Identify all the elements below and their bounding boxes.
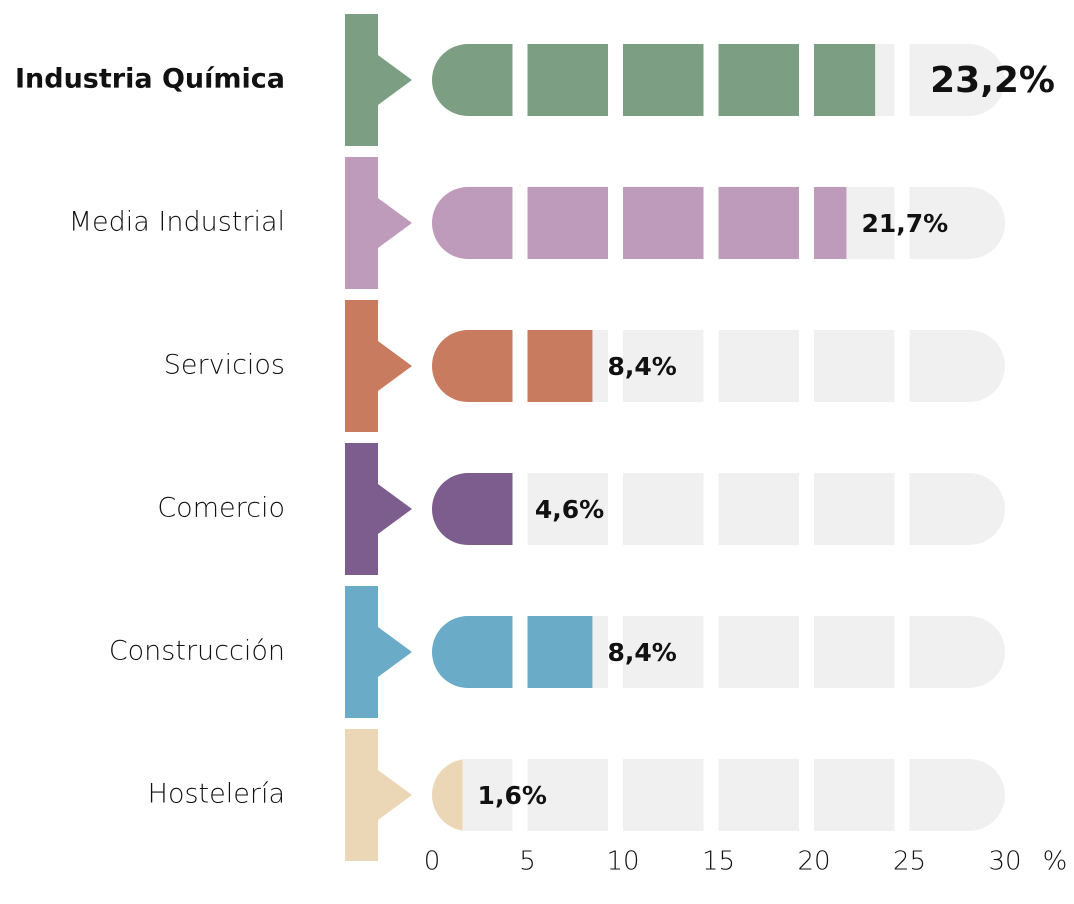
- track-segment: [623, 473, 704, 545]
- bar: [432, 473, 520, 545]
- x-tick-label: 0: [424, 847, 441, 877]
- track-segment: [718, 759, 799, 831]
- x-axis-label: %: [1043, 847, 1068, 877]
- track-segment: [527, 473, 608, 545]
- track-segment: [909, 44, 1005, 116]
- track-segment: [814, 759, 895, 831]
- bar: [432, 616, 593, 688]
- x-tick-label: 10: [606, 847, 639, 877]
- bar: [432, 759, 463, 831]
- value-label: 23,2%: [930, 60, 1055, 101]
- x-tick-label: 25: [893, 847, 926, 877]
- x-tick-label: 15: [702, 847, 735, 877]
- track-segment: [623, 616, 704, 688]
- track-segment: [718, 330, 799, 402]
- row-marker: [345, 729, 412, 861]
- bar: [432, 187, 847, 259]
- track-segment: [909, 616, 1005, 688]
- track-segment: [718, 616, 799, 688]
- row-marker: [345, 300, 412, 432]
- value-label: 8,4%: [607, 638, 676, 667]
- track-segment: [909, 759, 1005, 831]
- track-segment: [909, 187, 1005, 259]
- track-segment: [623, 759, 704, 831]
- track-segment: [527, 759, 608, 831]
- track-segment: [909, 330, 1005, 402]
- track-segment: [814, 473, 895, 545]
- category-label: Media Industrial: [69, 207, 285, 238]
- value-label: 4,6%: [535, 495, 604, 524]
- category-label: Hostelería: [148, 779, 285, 810]
- value-label: 1,6%: [478, 781, 547, 810]
- track-segment: [623, 330, 704, 402]
- bar: [432, 330, 593, 402]
- row-marker: [345, 443, 412, 575]
- x-tick-label: 20: [797, 847, 830, 877]
- row-marker: [345, 586, 412, 718]
- row-marker: [345, 14, 412, 146]
- value-label: 8,4%: [607, 352, 676, 381]
- category-label: Comercio: [157, 493, 285, 524]
- category-label: Construcción: [109, 636, 285, 667]
- value-label: 21,7%: [861, 209, 948, 238]
- x-tick-label: 5: [519, 847, 536, 877]
- category-label: Servicios: [164, 350, 285, 381]
- category-label: Industria Química: [15, 64, 285, 95]
- track-segment: [814, 616, 895, 688]
- row-marker: [345, 157, 412, 289]
- track-segment: [909, 473, 1005, 545]
- track-segment: [814, 330, 895, 402]
- x-tick-label: 30: [988, 847, 1021, 877]
- bar: [432, 44, 876, 116]
- track-segment: [718, 473, 799, 545]
